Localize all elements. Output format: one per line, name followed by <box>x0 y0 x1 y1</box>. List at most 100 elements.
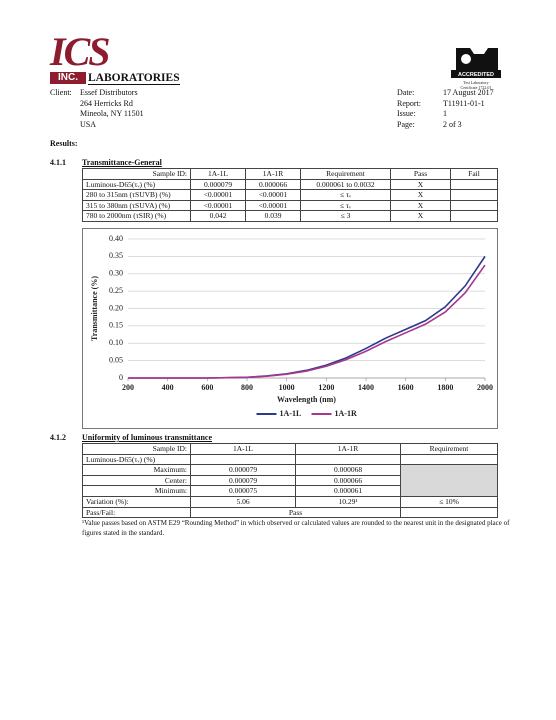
legend-label: 1A-1L <box>280 409 302 418</box>
cell: 1A-1L <box>190 443 296 455</box>
cell: ≤ 10% <box>400 495 498 508</box>
x-tick-label: 1000 <box>279 383 295 392</box>
badge-accredited: ACCREDITED <box>458 72 494 78</box>
x-tick-label: 1800 <box>437 383 453 392</box>
y-tick-label: 0.35 <box>109 251 123 260</box>
x-tick-label: 200 <box>122 383 134 392</box>
logo-labs: LABORATORIES <box>88 72 180 85</box>
series-line <box>128 255 486 379</box>
cell <box>190 453 296 466</box>
section-number: 4.1.1 <box>50 158 66 167</box>
cell: 0.000079 <box>190 474 296 487</box>
table-row: Pass/Fail: Pass <box>82 506 498 519</box>
x-tick-label: 1600 <box>398 383 414 392</box>
cell: 0.000061 to 0.0032 <box>300 178 391 191</box>
info-row: Issue: 1 <box>397 109 494 120</box>
table-row: Luminous-D65(τᵥ) (%) 0.000079 0.000066 0.00… <box>82 178 498 191</box>
badge-emblem <box>456 48 498 70</box>
y-tick-label: 0.20 <box>109 303 123 312</box>
cell: 5.06 <box>190 495 296 508</box>
cell: <0.00001 <box>245 199 301 212</box>
y-tick-label: 0.30 <box>109 269 123 278</box>
info-value: 17 August 2017 <box>443 88 494 97</box>
section-title: Transmittance-General <box>82 158 162 167</box>
info-label: Issue: <box>397 109 416 118</box>
table-row: Variation (%): 5.06 10.29¹ ≤ 10% <box>82 495 498 508</box>
cell: 0.000079 <box>190 464 296 476</box>
info-row: Page: 2 of 3 <box>397 120 494 131</box>
cell: 0.000075 <box>190 485 296 497</box>
chart: 0 0.05 0.10 0.15 0.20 0.25 0.30 0.35 0.40 200 400 6… <box>90 234 493 418</box>
x-tick-label: 400 <box>162 383 174 392</box>
cell <box>400 506 498 519</box>
logo-inc: INC. <box>50 72 86 84</box>
info-value: 1 <box>443 109 447 118</box>
legend-label: 1A-1R <box>335 409 357 418</box>
cell: 315 to 380nm (τSUVA) (%) <box>82 199 191 212</box>
cell: <0.00001 <box>190 199 246 212</box>
cell: Minimum: <box>82 485 191 497</box>
uniformity-table: Sample ID: 1A-1L 1A-1R Requirement Lumin… <box>82 443 498 519</box>
accreditation-badge: ACCREDITED Test Laboratory Certificate 1… <box>451 48 501 90</box>
cell: ≤ τᵥ <box>300 199 391 212</box>
logo-reg: ® <box>92 40 98 48</box>
cell: Center: <box>82 474 191 487</box>
x-axis-title: Wavelength (nm) <box>277 395 336 404</box>
report-info: Date: 17 August 2017 Report: T11911-01-1 Iss… <box>397 88 494 130</box>
y-tick-label: 0.40 <box>109 234 123 243</box>
cell: 0.042 <box>190 210 246 222</box>
info-value: 2 of 3 <box>443 119 462 129</box>
cell: Luminous-D65(τᵥ) (%) <box>82 453 191 466</box>
transmittance-table: Sample ID: 1A-1L 1A-1R Requirement Pass Fail L… <box>82 168 498 222</box>
cell: Pass <box>190 506 401 519</box>
cell: Maximum: <box>82 464 191 476</box>
cell: 0.000079 <box>190 178 246 191</box>
info-value: T11911-01-1 <box>443 98 485 108</box>
y-axis-title: Transmittance (%) <box>90 276 99 341</box>
cell: X <box>390 178 451 191</box>
cell: 780 to 2000nm (τSIR) (%) <box>82 210 191 222</box>
table-row: 315 to 380nm (τSUVA) (%) <0.00001 <0.00001… <box>82 199 498 212</box>
cell: 10.29¹ <box>295 495 401 508</box>
table-row: Sample ID: 1A-1L 1A-1R Requirement <box>82 443 498 455</box>
x-tick-label: 800 <box>241 383 253 392</box>
info-row: Report: T11911-01-1 <box>397 99 494 110</box>
cell: Pass/Fail: <box>82 506 191 519</box>
header-cell: Fail <box>450 168 498 180</box>
y-tick-label: 0.15 <box>109 321 123 330</box>
table-row: Center: 0.000079 0.000066 <box>82 474 498 487</box>
cell: X <box>390 189 451 201</box>
cell: Luminous-D65(τᵥ) (%) <box>82 178 191 191</box>
client-label: Client: <box>50 88 72 97</box>
cell: X <box>390 199 451 212</box>
y-tick-label: 0 <box>119 373 123 382</box>
cell: 0.000061 <box>295 485 401 497</box>
info-label: Report: <box>397 98 421 108</box>
x-tick-label: 2000 <box>477 383 493 392</box>
header-cell: 1A-1L <box>190 168 246 180</box>
cell <box>295 453 401 466</box>
client-address: Essef Distributors 264 Herricks Rd Mineola… <box>80 88 144 130</box>
series-line <box>128 264 486 379</box>
cell: Requirement <box>400 443 498 455</box>
x-tick-label: 1400 <box>358 383 374 392</box>
cell: ≤ 3 <box>300 210 391 222</box>
header-cell: 1A-1R <box>245 168 301 180</box>
cell <box>450 189 498 201</box>
logo-ics: ICS <box>50 29 110 74</box>
cell: ≤ τᵥ <box>300 189 391 201</box>
cell: Sample ID: <box>82 443 191 455</box>
cell: 280 to 315nm (τSUVB) (%) <box>82 189 191 201</box>
chart-frame: 0 0.05 0.10 0.15 0.20 0.25 0.30 0.35 0.40 200 400 6… <box>82 228 498 429</box>
cell: 1A-1R <box>295 443 401 455</box>
address-line: USA <box>80 119 97 129</box>
badge-line2: Certificate 1722.01 <box>461 85 492 90</box>
header-cell: Pass <box>390 168 451 180</box>
badge-line1: Test Laboratory <box>463 80 488 85</box>
table-row: Sample ID: 1A-1L 1A-1R Requirement Pass Fail <box>82 168 498 180</box>
header-cell: Requirement <box>300 168 391 180</box>
table-row: Luminous-D65(τᵥ) (%) <box>82 453 498 466</box>
cell: 0.000066 <box>245 178 301 191</box>
